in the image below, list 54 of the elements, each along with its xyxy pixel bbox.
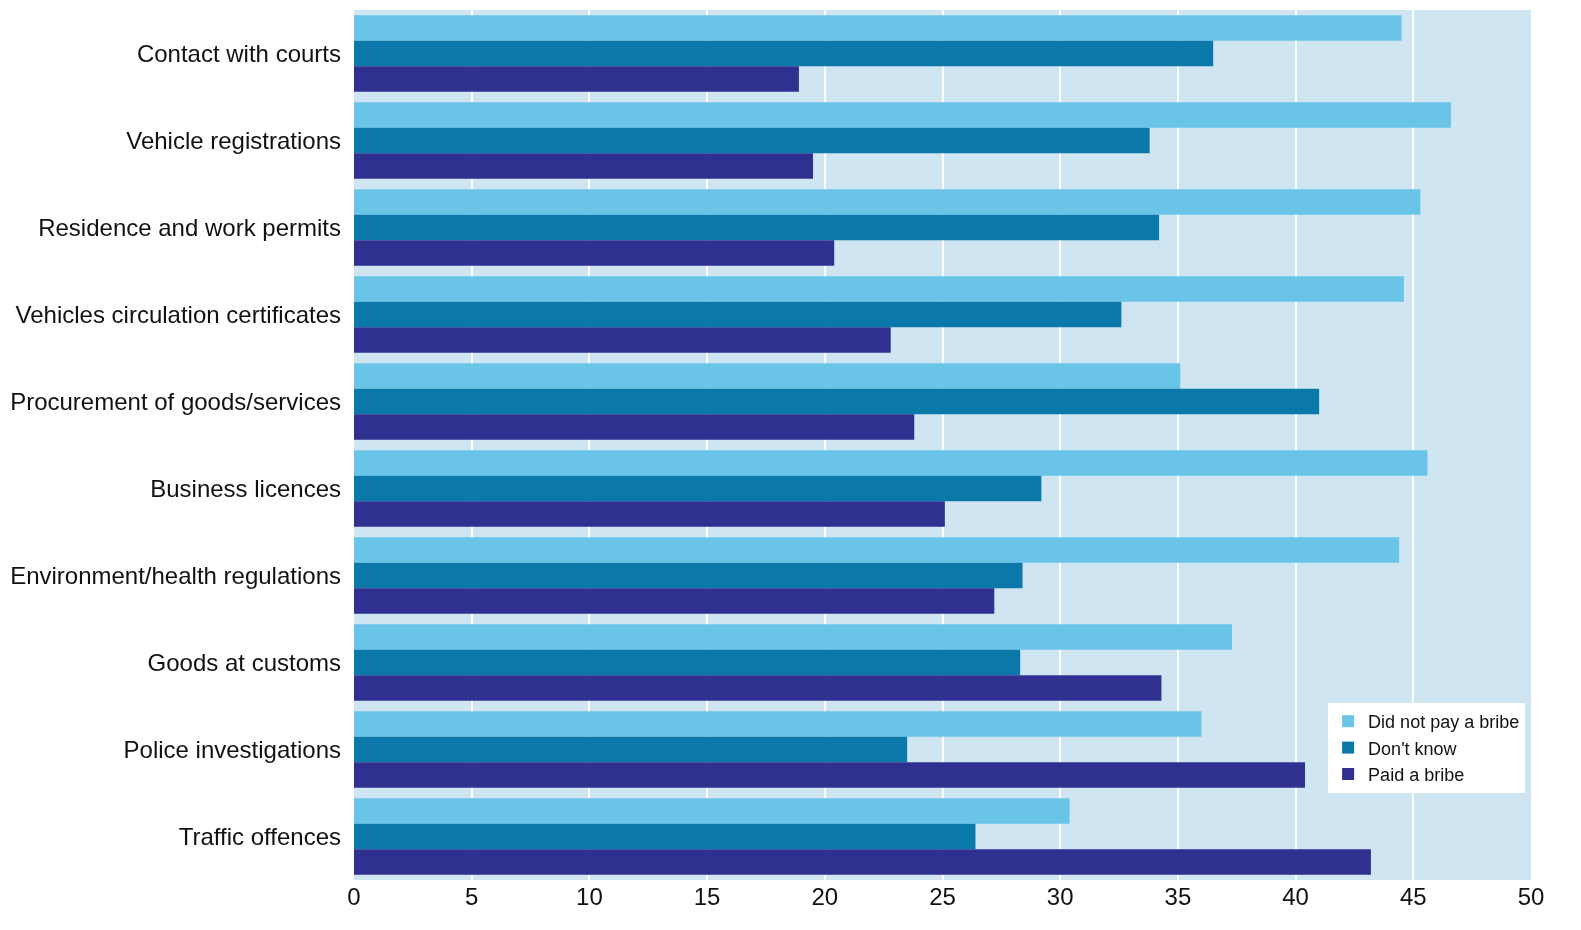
bar xyxy=(354,127,1150,154)
bar xyxy=(354,388,1320,415)
x-tick-label: 0 xyxy=(347,883,361,910)
y-tick-label: Police investigations xyxy=(123,735,341,763)
x-tick-label: 15 xyxy=(693,883,721,910)
bar xyxy=(354,240,835,266)
y-tick-label: Business licences xyxy=(150,474,341,502)
x-tick-label: 50 xyxy=(1517,883,1545,910)
y-tick-label: Goods at customs xyxy=(147,648,341,676)
bar xyxy=(354,849,1371,875)
bar xyxy=(354,363,1181,389)
bar xyxy=(354,649,1021,676)
x-tick-label: 20 xyxy=(811,883,839,910)
bar xyxy=(354,414,915,440)
bar xyxy=(354,40,1214,67)
bar xyxy=(354,450,1428,476)
y-tick-label: Traffic offences xyxy=(178,822,341,850)
x-tick-label: 40 xyxy=(1282,883,1309,910)
legend-label: Don't know xyxy=(1368,738,1458,759)
bar xyxy=(354,475,1042,502)
x-tick-label: 35 xyxy=(1164,883,1192,910)
x-tick-label: 5 xyxy=(465,883,479,910)
bar xyxy=(354,562,1023,589)
bar xyxy=(354,301,1122,328)
bar xyxy=(354,736,908,763)
x-tick-label: 45 xyxy=(1399,883,1427,910)
y-tick-label: Vehicles circulation certificates xyxy=(15,300,341,328)
bar xyxy=(354,762,1306,788)
y-tick-label: Residence and work permits xyxy=(38,213,341,241)
y-tick-label: Environment/health regulations xyxy=(10,561,341,589)
bar xyxy=(354,624,1233,650)
bar xyxy=(354,66,799,92)
y-tick-label: Vehicle registrations xyxy=(126,126,341,154)
bar xyxy=(354,823,976,850)
x-tick-label: 30 xyxy=(1046,883,1074,910)
bar xyxy=(354,537,1400,563)
bar xyxy=(354,214,1160,241)
bar xyxy=(354,327,891,353)
legend-label: Did not pay a bribe xyxy=(1368,712,1520,733)
x-tick-label: 10 xyxy=(576,883,603,910)
y-tick-label: Procurement of goods/services xyxy=(10,387,341,415)
bar xyxy=(354,588,995,614)
y-tick-label: Contact with courts xyxy=(136,39,341,67)
bar xyxy=(354,153,814,179)
legend-label: Paid a bribe xyxy=(1368,765,1465,786)
bar xyxy=(354,501,945,527)
bar xyxy=(354,189,1421,215)
bar xyxy=(354,798,1070,824)
bar xyxy=(354,102,1451,128)
bar xyxy=(354,711,1202,737)
bar xyxy=(354,15,1402,41)
bar xyxy=(354,276,1404,302)
x-tick-label: 25 xyxy=(929,883,956,910)
bar xyxy=(354,675,1162,701)
